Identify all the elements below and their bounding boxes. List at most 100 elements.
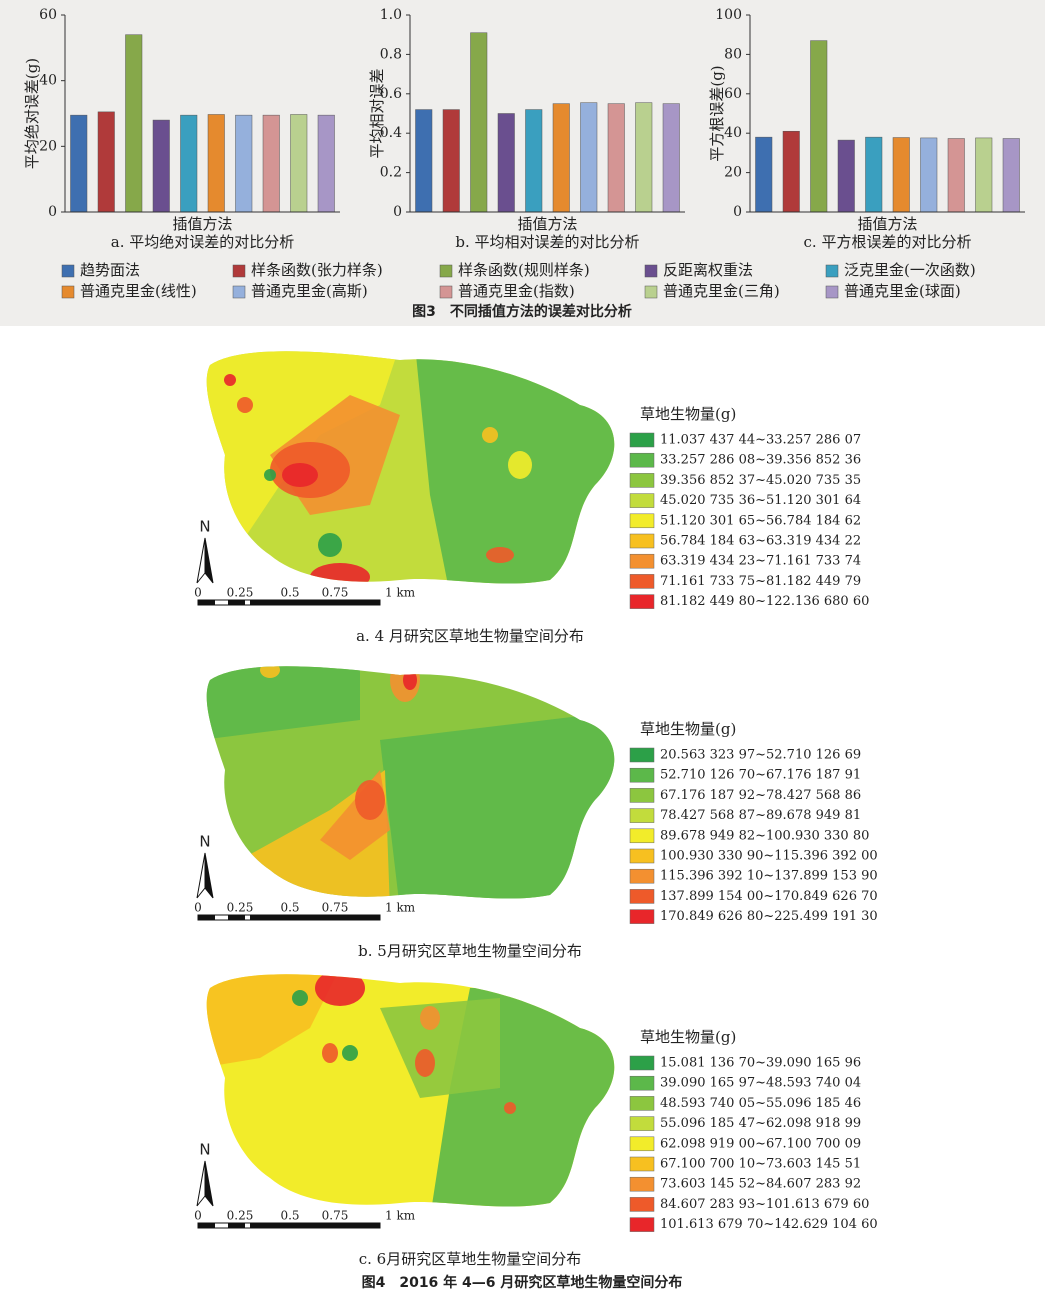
bar bbox=[125, 34, 143, 213]
scale-bar-segment bbox=[198, 600, 215, 605]
bar bbox=[635, 102, 653, 213]
class-label: 51.120 301 65~56.784 184 62 bbox=[660, 513, 861, 528]
class-swatch bbox=[629, 1075, 655, 1091]
class-label: 67.176 187 92~78.427 568 86 bbox=[660, 788, 861, 803]
class-label: 62.098 919 00~67.100 700 09 bbox=[660, 1136, 861, 1151]
legend-label: 样条函数(张力样条) bbox=[251, 261, 383, 279]
class-swatch bbox=[629, 1055, 655, 1071]
scale-label: 0.5 bbox=[280, 586, 299, 600]
class-swatch bbox=[629, 828, 655, 844]
bar bbox=[552, 103, 570, 213]
bar bbox=[497, 113, 515, 213]
class-label: 89.678 949 82~100.930 330 80 bbox=[660, 828, 869, 843]
map-patch bbox=[310, 563, 370, 584]
y-tick-label: 0.4 bbox=[380, 125, 402, 141]
map-patch bbox=[486, 547, 514, 563]
class-swatch bbox=[629, 767, 655, 783]
legend-swatch bbox=[61, 285, 75, 299]
legend-swatch bbox=[825, 285, 839, 299]
bar bbox=[180, 114, 198, 213]
scale-label: 1 km bbox=[385, 901, 416, 915]
map bbox=[206, 666, 615, 899]
x-axis-label: 插值方法 bbox=[517, 215, 577, 233]
class-label: 48.593 740 05~55.096 185 46 bbox=[660, 1096, 861, 1111]
class-swatch bbox=[629, 432, 655, 448]
class-label: 63.319 434 23~71.161 733 74 bbox=[660, 554, 861, 569]
bar bbox=[975, 137, 993, 213]
y-axis-label: 平方根误差(g) bbox=[708, 65, 726, 161]
north-arrow bbox=[196, 1160, 206, 1207]
scale-label: 0.5 bbox=[280, 1209, 299, 1223]
bar bbox=[607, 103, 625, 213]
class-swatch bbox=[629, 493, 655, 508]
bar bbox=[810, 40, 828, 213]
class-label: 55.096 185 47~62.098 918 99 bbox=[660, 1116, 861, 1131]
north-arrow bbox=[196, 852, 206, 899]
bar bbox=[207, 114, 225, 213]
north-arrow bbox=[204, 537, 214, 584]
scale-bar-segment bbox=[250, 600, 290, 605]
legend-title: 草地生物量(g) bbox=[640, 405, 736, 423]
scale-label: 0 bbox=[194, 586, 202, 600]
class-swatch bbox=[629, 1096, 655, 1111]
y-tick-label: 0 bbox=[393, 204, 402, 220]
bar bbox=[837, 139, 855, 213]
bar bbox=[525, 109, 543, 213]
bar bbox=[892, 137, 910, 213]
class-swatch bbox=[629, 909, 655, 924]
class-swatch bbox=[629, 452, 655, 468]
map-patches bbox=[206, 351, 615, 584]
class-label: 170.849 626 80~225.499 191 30 bbox=[660, 909, 878, 924]
class-label: 100.930 330 90~115.396 392 00 bbox=[660, 849, 878, 864]
map-patch bbox=[264, 469, 276, 481]
bar bbox=[662, 103, 680, 213]
scale-bar-segment bbox=[290, 600, 335, 605]
bar bbox=[415, 109, 433, 213]
north-label: N bbox=[199, 833, 210, 851]
class-label: 33.257 286 08~39.356 852 36 bbox=[660, 453, 861, 468]
bar bbox=[262, 114, 280, 213]
map bbox=[206, 974, 615, 1207]
map-patch bbox=[380, 998, 500, 1098]
legend-label: 反距离权重法 bbox=[663, 261, 753, 279]
class-swatch bbox=[629, 848, 655, 864]
map-patch bbox=[315, 974, 365, 1006]
legend-label: 泛克里金(一次函数) bbox=[844, 261, 976, 279]
bar bbox=[70, 114, 88, 213]
scale-label: 0.25 bbox=[227, 586, 254, 600]
y-tick-label: 1.0 bbox=[380, 7, 402, 23]
class-swatch bbox=[629, 1156, 655, 1172]
y-tick-label: 0 bbox=[733, 204, 742, 220]
map-patch bbox=[403, 670, 417, 690]
class-swatch bbox=[629, 473, 655, 488]
map-patch bbox=[504, 1102, 516, 1114]
legend-label: 趋势面法 bbox=[80, 261, 140, 279]
scale-label: 0.25 bbox=[227, 1209, 254, 1223]
class-label: 20.563 323 97~52.710 126 69 bbox=[660, 748, 861, 763]
class-swatch bbox=[629, 594, 655, 609]
scale-label: 0.75 bbox=[322, 586, 349, 600]
scale-bar-segment bbox=[228, 600, 245, 605]
scale-bar-segment bbox=[335, 1223, 380, 1228]
map-patch bbox=[380, 710, 615, 899]
class-label: 39.090 165 97~48.593 740 04 bbox=[660, 1076, 861, 1091]
y-tick-label: 20 bbox=[724, 165, 742, 181]
map-caption: a. 4 月研究区草地生物量空间分布 bbox=[356, 627, 584, 645]
map-patch bbox=[355, 780, 385, 820]
scale-bar-segment bbox=[290, 1223, 335, 1228]
class-swatch bbox=[629, 1176, 655, 1192]
class-label: 71.161 733 75~81.182 449 79 bbox=[660, 574, 861, 589]
class-label: 15.081 136 70~39.090 165 96 bbox=[660, 1056, 861, 1071]
map-patch bbox=[342, 1045, 358, 1061]
scale-bar-segment bbox=[198, 915, 215, 920]
scale-label: 1 km bbox=[385, 1209, 416, 1223]
class-swatch bbox=[629, 513, 655, 529]
legend-swatch bbox=[439, 285, 453, 299]
bar bbox=[152, 119, 170, 213]
map-patch bbox=[292, 990, 308, 1006]
map-patch bbox=[508, 451, 532, 479]
map-patch bbox=[318, 533, 342, 557]
bar bbox=[290, 114, 308, 213]
y-tick-label: 40 bbox=[724, 125, 742, 141]
